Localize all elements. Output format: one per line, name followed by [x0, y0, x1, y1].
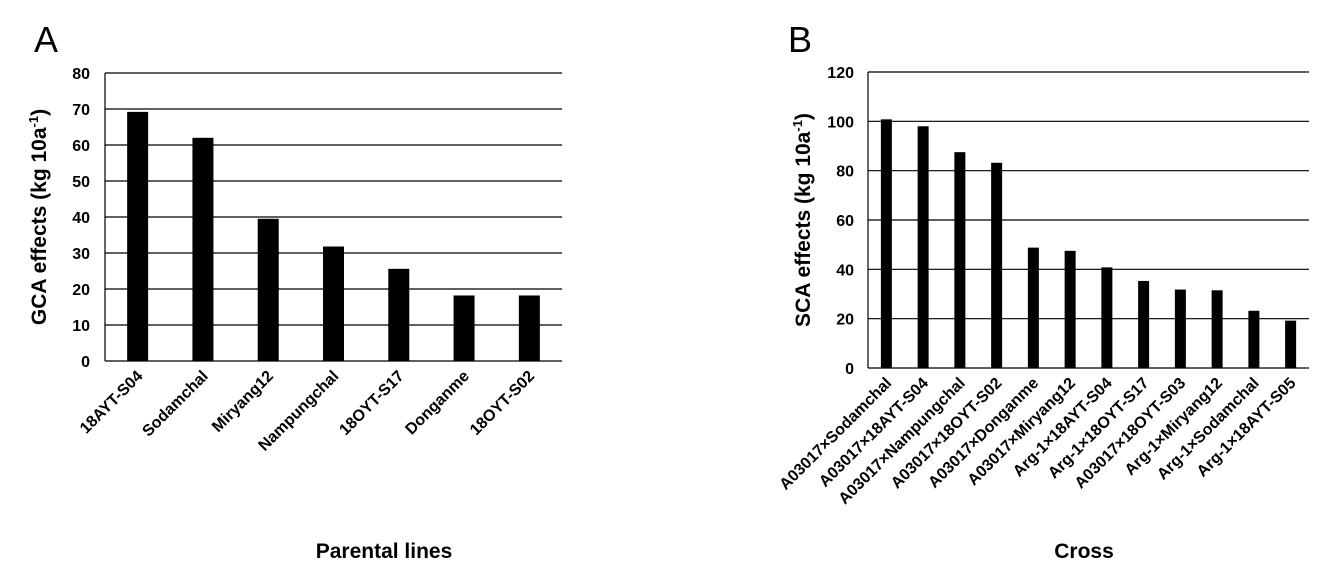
panel-b-label: B: [788, 19, 812, 60]
y-tick-label: 60: [836, 213, 854, 230]
y-axis-title: SCA effects (kg 10a-1): [790, 113, 815, 327]
y-tick-label: 40: [836, 262, 854, 279]
bar-sca-12: [1285, 320, 1297, 368]
bar-gca-7: [518, 295, 540, 361]
bar-sca-10: [1211, 290, 1223, 368]
panel-a-label: A: [34, 19, 58, 60]
bar-gca-3: [257, 218, 279, 361]
bar-sca-7: [1101, 267, 1113, 368]
y-tick-label: 80: [72, 66, 90, 83]
bar-sca-9: [1174, 289, 1186, 368]
bar-sca-4: [991, 162, 1003, 368]
y-tick-label: 40: [72, 210, 90, 227]
y-axis-title: GCA effects (kg 10a-1): [26, 109, 51, 325]
bar-sca-11: [1248, 310, 1260, 368]
panel-b-sca-chart: B 020406080100120A03017×SodamchalA03017×…: [777, 19, 1309, 563]
y-tick-label: 30: [72, 246, 90, 263]
y-tick-label: 70: [72, 102, 90, 119]
bar-gca-6: [453, 295, 475, 361]
y-tick-label: 0: [81, 354, 90, 371]
bar-gca-1: [127, 111, 149, 361]
y-tick-label: 10: [72, 318, 90, 335]
bar-sca-5: [1027, 247, 1039, 368]
x-category-label: 18AYT-S04: [77, 368, 147, 438]
bar-gca-2: [192, 137, 214, 361]
bar-sca-2: [917, 126, 929, 369]
bar-gca-4: [323, 246, 344, 361]
bar-sca-3: [954, 152, 966, 368]
panel-a-gca-chart: A 0 10 20 30 40 50 60 70 80 18AYT-S04SodamchalMir…: [26, 19, 562, 563]
bar-sca-8: [1138, 280, 1150, 368]
y-tick-label: 100: [827, 114, 854, 131]
x-axis-title: Cross: [1054, 540, 1114, 563]
x-category-label: Miryang12: [209, 368, 277, 436]
x-category-label: 18OYT-S02: [467, 368, 538, 439]
y-tick-label: 60: [72, 138, 90, 155]
x-category-label: 18OYT-S17: [336, 368, 407, 439]
bar-sca-1: [880, 119, 892, 368]
y-tick-label: 20: [836, 312, 854, 329]
x-category-label: Donganme: [402, 368, 473, 439]
y-tick-label: 120: [827, 65, 854, 82]
bar-sca-6: [1064, 250, 1076, 368]
y-tick-label: 80: [836, 164, 854, 181]
y-tick-label: 20: [72, 282, 90, 299]
y-tick-label: 0: [845, 361, 854, 378]
y-tick-label: 50: [72, 174, 90, 191]
x-axis-title: Parental lines: [316, 540, 453, 563]
bar-gca-5: [388, 268, 410, 361]
x-category-label: Sodamchal: [139, 368, 211, 440]
